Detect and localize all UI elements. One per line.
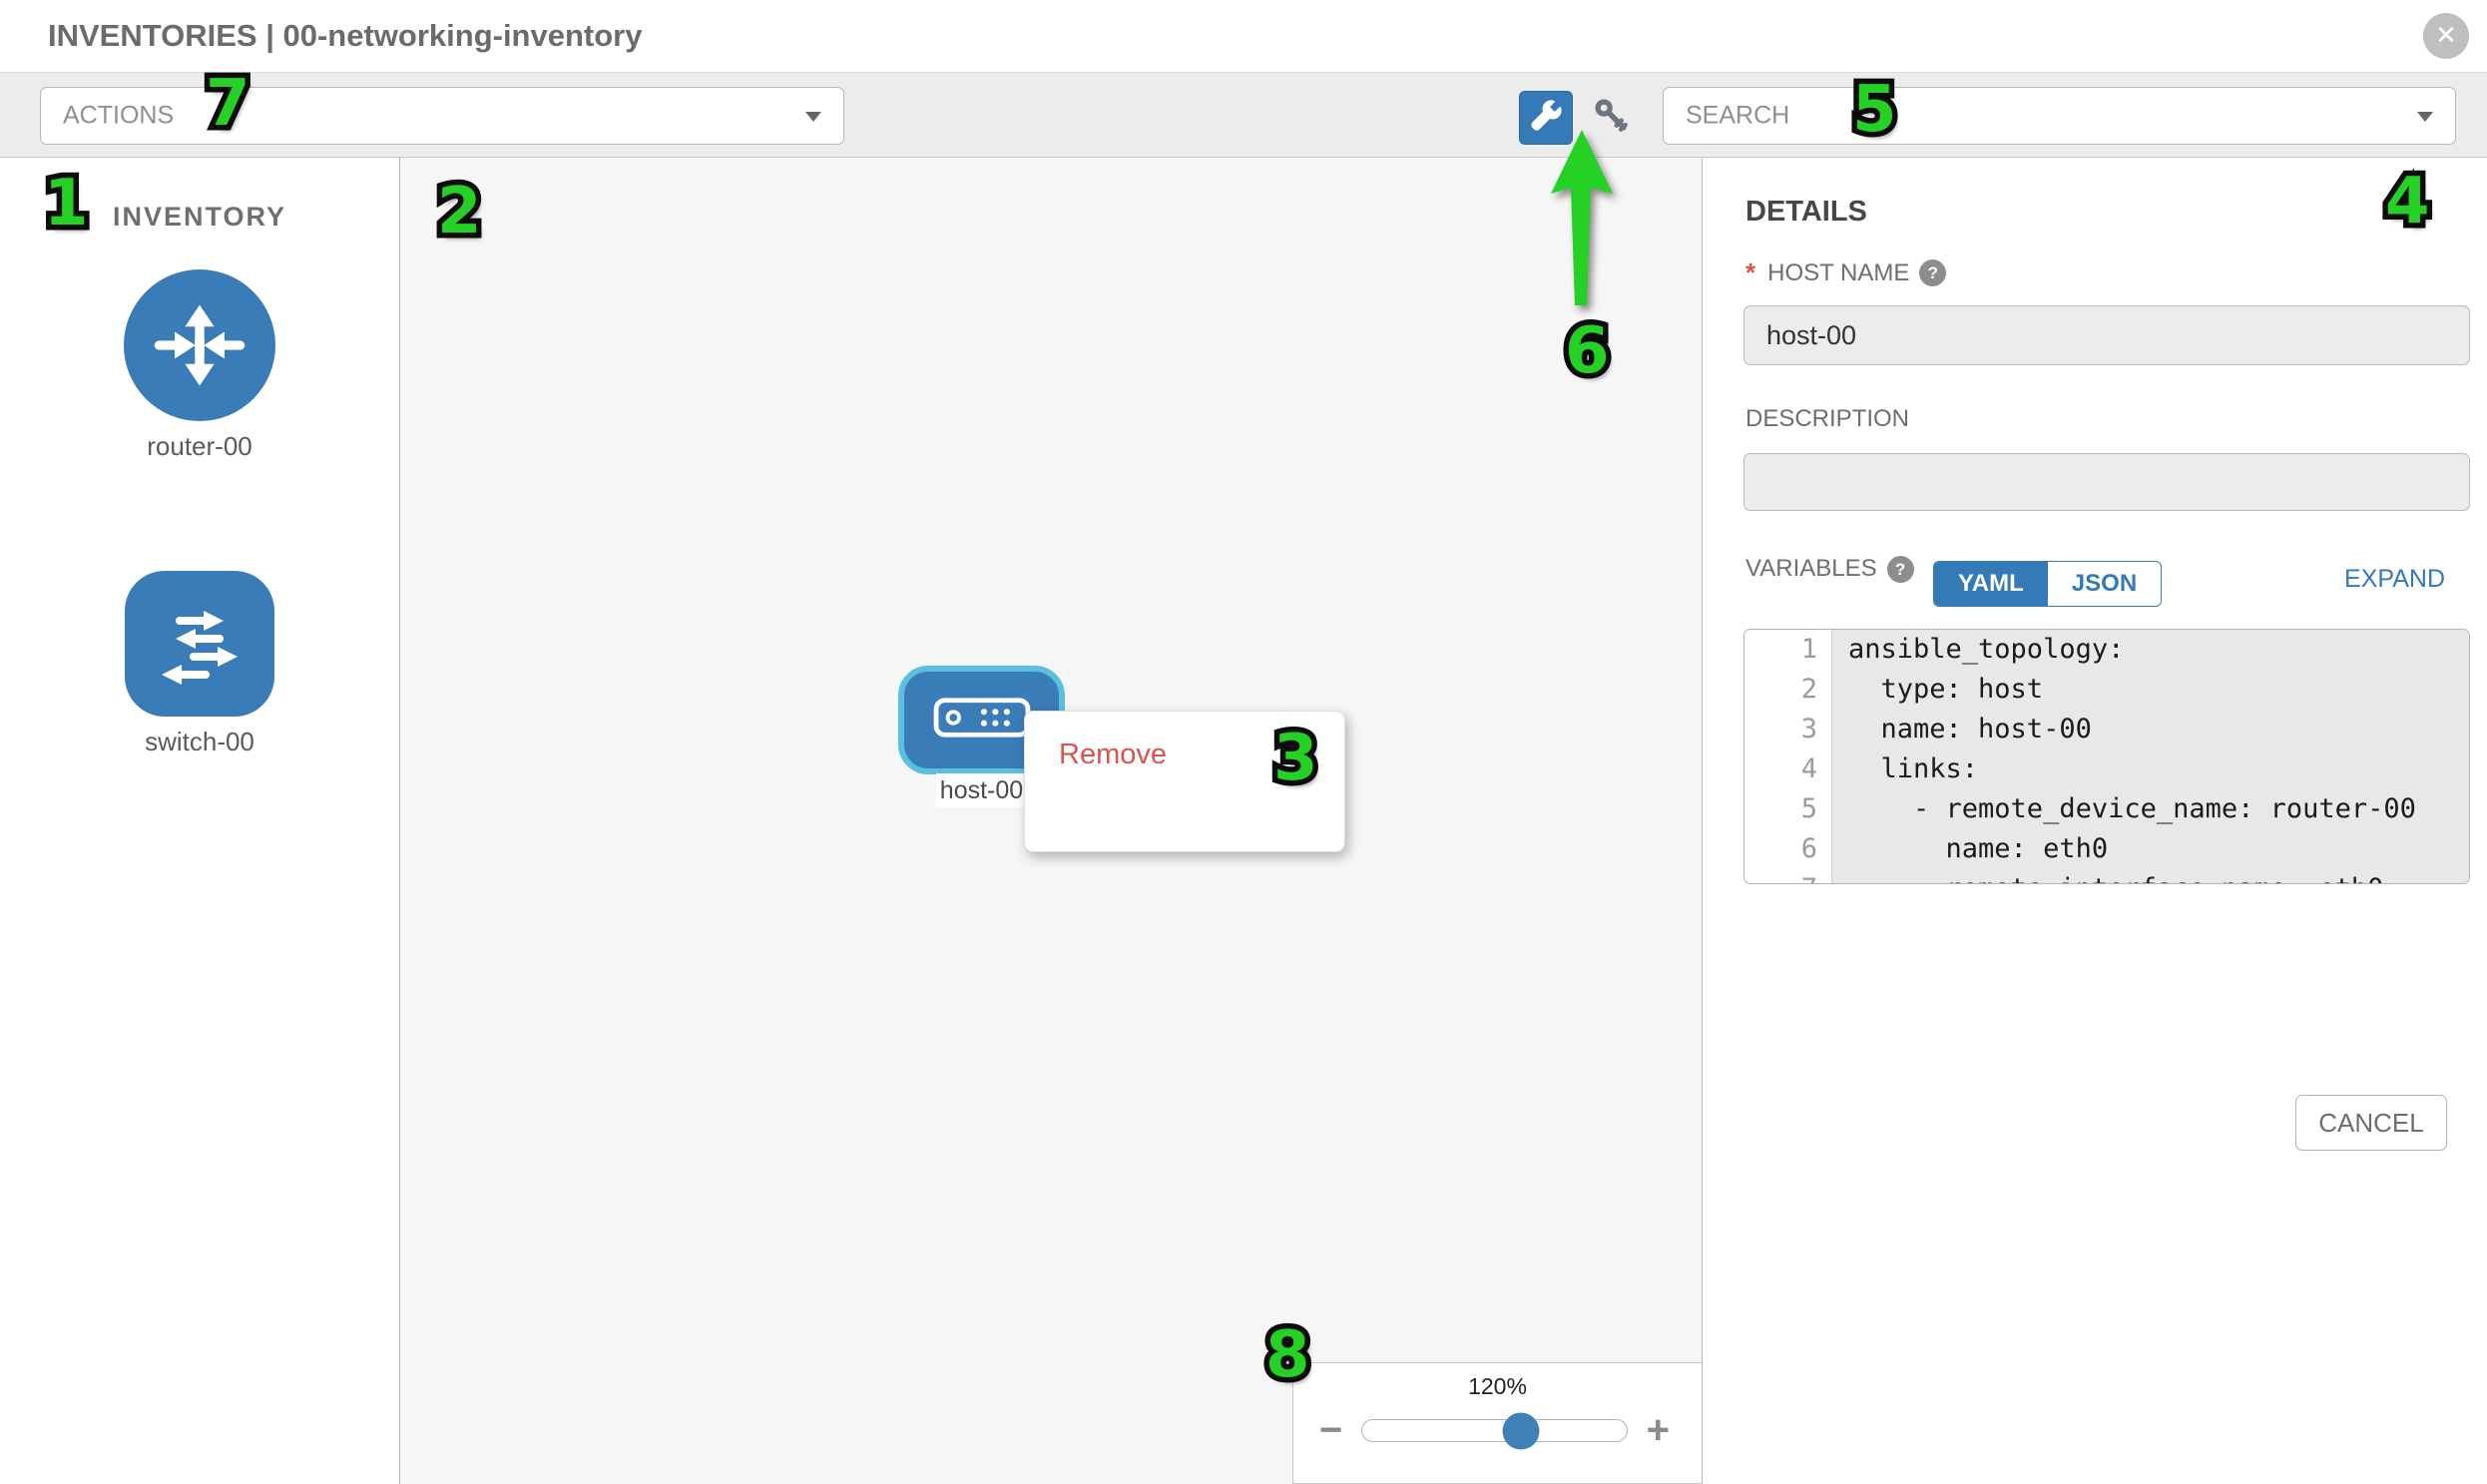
line-number: 2: [1744, 670, 1832, 710]
details-panel-title: DETAILS: [1745, 196, 1867, 228]
close-glyph: ✕: [2435, 20, 2457, 50]
line-number: 3: [1744, 710, 1832, 749]
search-dropdown[interactable]: SEARCH: [1663, 87, 2456, 145]
details-panel: DETAILS * HOST NAME ? DESCRIPTION VARIAB…: [1702, 158, 2487, 1484]
code-line: 4 links:: [1744, 749, 2469, 789]
toggle-json-button[interactable]: JSON: [2047, 562, 2162, 606]
inventory-palette-title: INVENTORY: [112, 202, 287, 232]
line-text: ansible_topology:: [1832, 630, 2469, 670]
line-text: remote_interface_name: eth0: [1832, 869, 2469, 883]
code-line: 5 - remote_device_name: router-00: [1744, 789, 2469, 829]
node-context-menu: Details Remove: [1024, 711, 1345, 852]
main-area: INVENTORY: [0, 158, 2487, 1484]
line-text: links:: [1832, 749, 2469, 789]
help-icon[interactable]: ?: [1886, 555, 1914, 583]
help-icon[interactable]: ?: [1919, 259, 1947, 286]
page-header: INVENTORIES | 00-networking-inventory ✕: [0, 0, 2487, 72]
variables-label: VARIABLES: [1745, 555, 1877, 582]
actions-dropdown-label: ACTIONS: [63, 101, 175, 130]
zoom-slider-thumb[interactable]: [1502, 1412, 1540, 1449]
cancel-button[interactable]: CANCEL: [2295, 1095, 2447, 1151]
palette-item-label: router-00: [147, 431, 252, 461]
expand-link[interactable]: EXPAND: [2344, 565, 2445, 593]
line-number: 6: [1744, 829, 1832, 869]
line-text: - remote_device_name: router-00: [1832, 789, 2469, 829]
palette-item-router[interactable]: router-00: [0, 269, 399, 462]
line-text: name: host-00: [1832, 710, 2469, 749]
page-title: INVENTORIES | 00-networking-inventory: [48, 18, 643, 53]
context-menu-item-remove[interactable]: Remove: [1059, 739, 1167, 770]
inventory-palette: INVENTORY: [0, 158, 400, 1484]
palette-item-switch[interactable]: switch-00: [0, 571, 399, 757]
topology-canvas[interactable]: host-00 Details Remove 120% − +: [400, 158, 1702, 1484]
description-input[interactable]: [1743, 453, 2470, 511]
line-number: 1: [1744, 630, 1832, 670]
line-number: 5: [1744, 789, 1832, 829]
configure-tools-button[interactable]: [1519, 91, 1573, 145]
zoom-level-value: 120%: [1468, 1373, 1527, 1399]
palette-item-label: switch-00: [145, 727, 254, 756]
description-label: DESCRIPTION: [1745, 405, 1910, 432]
search-dropdown-label: SEARCH: [1686, 101, 1790, 130]
zoom-slider-track[interactable]: [1361, 1412, 1628, 1449]
code-line: 7 remote_interface_name: eth0: [1744, 869, 2469, 883]
zoom-in-button[interactable]: +: [1646, 1408, 1670, 1452]
close-icon[interactable]: ✕: [2423, 13, 2469, 59]
zoom-control: 120% − +: [1292, 1362, 1702, 1484]
chevron-down-icon: [805, 112, 821, 122]
switch-icon: [125, 571, 274, 717]
wrench-icon: [1529, 99, 1563, 138]
line-text: type: host: [1832, 670, 2469, 710]
host-name-input[interactable]: [1743, 305, 2470, 365]
line-number: 7: [1744, 869, 1832, 883]
line-number: 4: [1744, 749, 1832, 789]
variables-format-toggle: YAML JSON: [1933, 561, 2163, 607]
code-line: 3 name: host-00: [1744, 710, 2469, 749]
variables-code-editor[interactable]: 1 ansible_topology: 2 type: host 3 name:…: [1743, 629, 2470, 884]
toolbar: ACTIONS SEARCH: [0, 72, 2487, 158]
chevron-down-icon: [2417, 112, 2433, 122]
toggle-yaml-button[interactable]: YAML: [1934, 562, 2048, 606]
router-icon: [124, 269, 275, 421]
code-line: 1 ansible_topology:: [1744, 630, 2469, 670]
host-icon: [932, 696, 1032, 744]
zoom-out-button[interactable]: −: [1319, 1408, 1343, 1452]
key-icon: [1589, 95, 1635, 142]
required-asterisk: *: [1745, 257, 1756, 287]
code-line: 2 type: host: [1744, 670, 2469, 710]
host-name-label: HOST NAME: [1767, 258, 1910, 286]
actions-dropdown[interactable]: ACTIONS: [40, 87, 844, 145]
code-line: 6 name: eth0: [1744, 829, 2469, 869]
key-credentials-button[interactable]: [1585, 95, 1639, 141]
host-node-label: host-00: [936, 773, 1027, 807]
line-text: name: eth0: [1832, 829, 2469, 869]
